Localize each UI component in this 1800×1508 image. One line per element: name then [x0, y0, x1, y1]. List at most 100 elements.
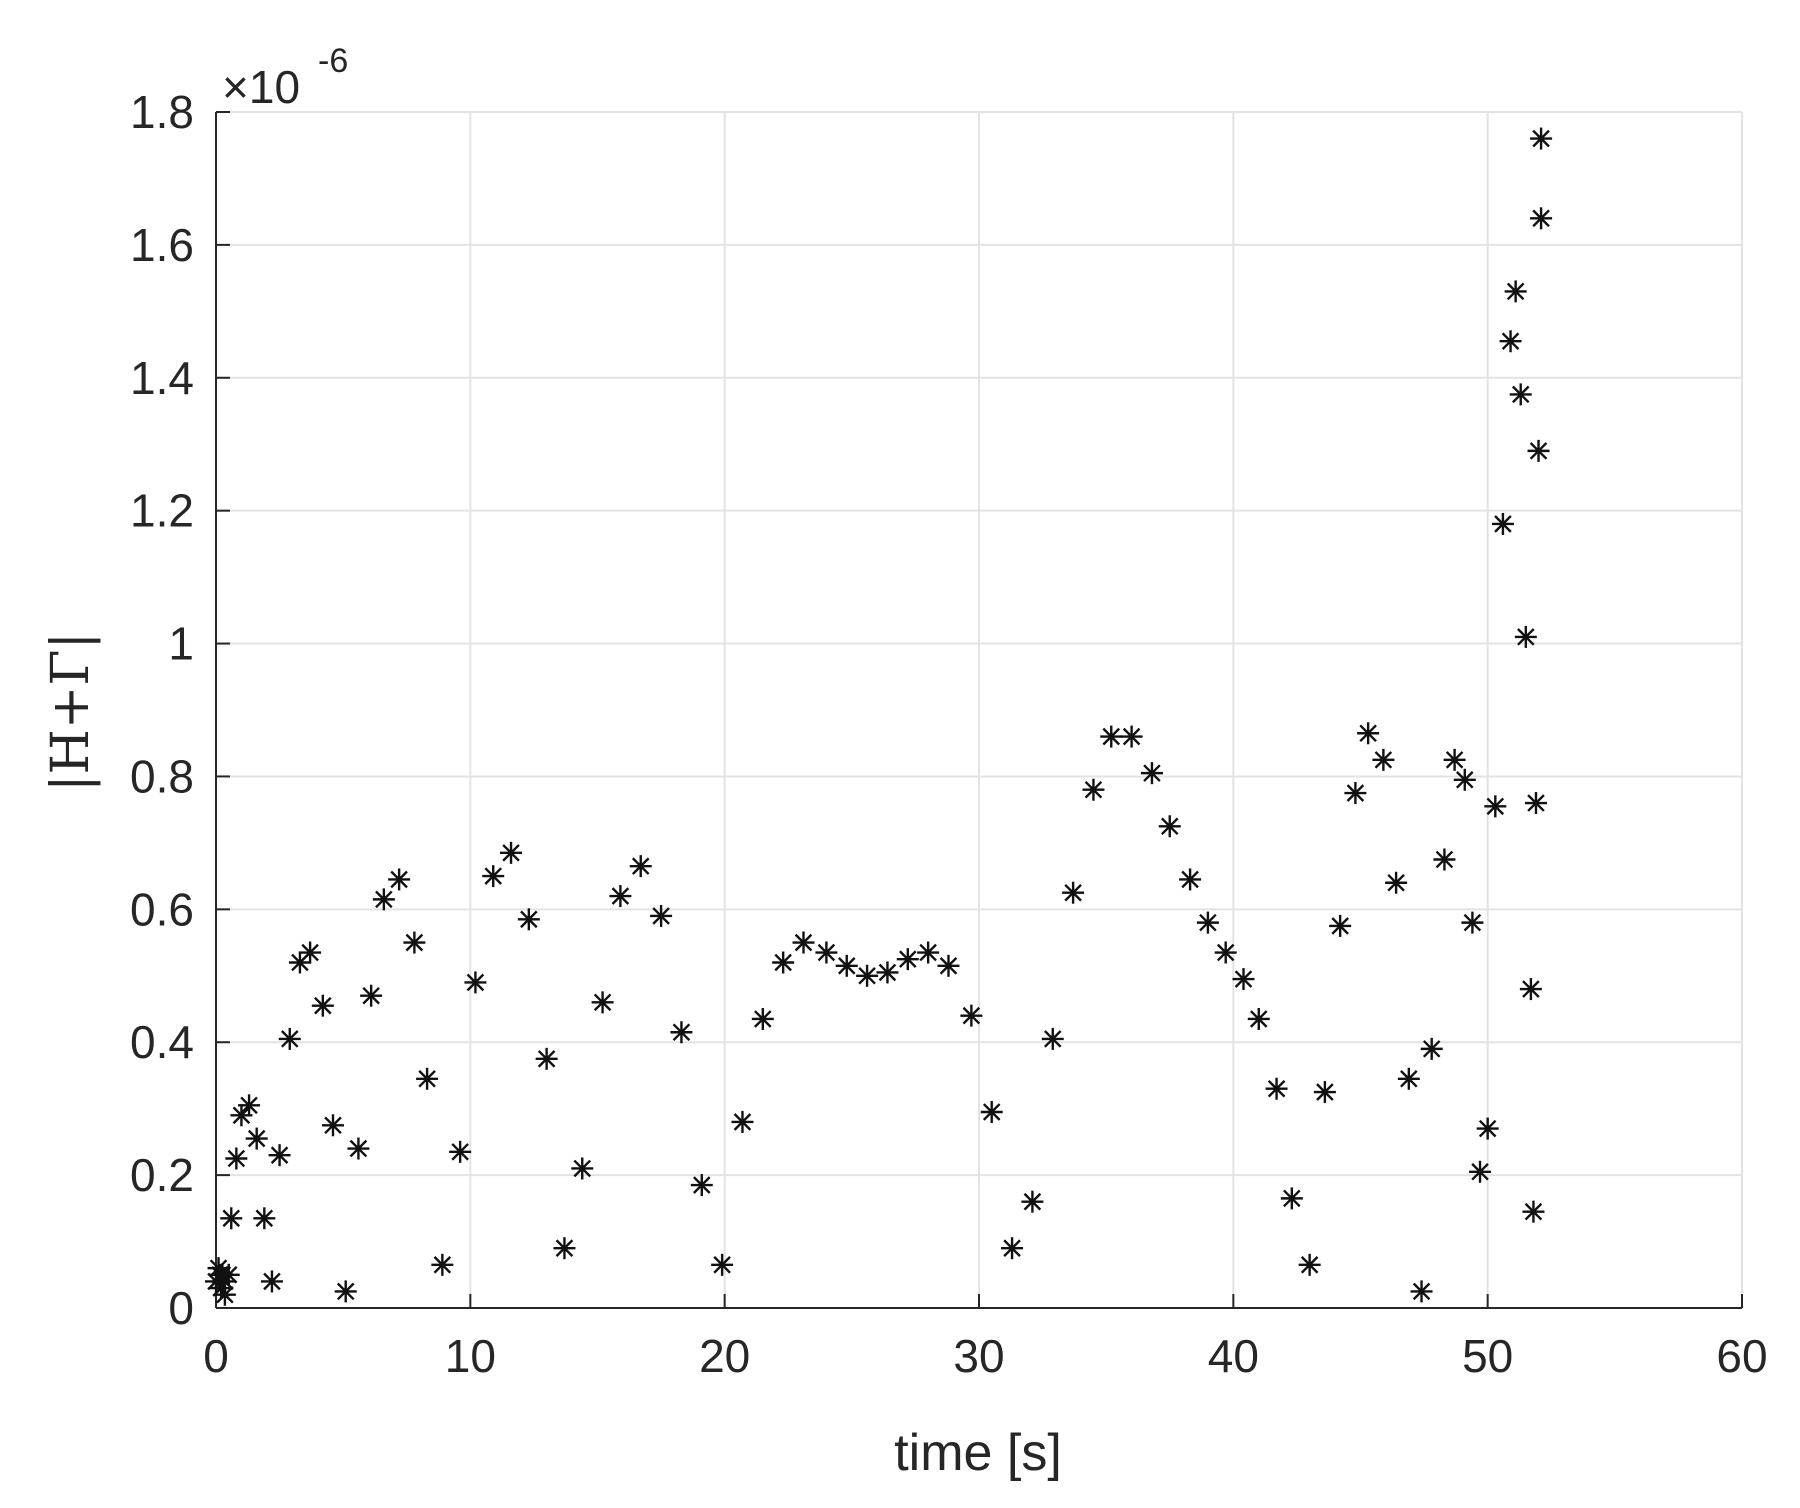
data-point: [1247, 1007, 1270, 1030]
data-point: [1232, 968, 1255, 991]
data-point: [1062, 881, 1085, 904]
data-point: [449, 1140, 472, 1163]
data-point: [650, 904, 673, 927]
x-tick-label: 50: [1462, 1330, 1513, 1382]
data-point: [1372, 748, 1395, 771]
data-point: [731, 1110, 754, 1133]
x-tick-label: 30: [953, 1330, 1004, 1382]
y-axis-exponent: ×10 -6: [222, 42, 348, 113]
data-point: [1443, 748, 1466, 771]
data-point: [299, 941, 322, 964]
data-point: [1021, 1190, 1044, 1213]
data-point: [431, 1253, 454, 1276]
data-point: [388, 868, 411, 891]
data-point: [1120, 725, 1143, 748]
y-tick-label: 1.2: [130, 485, 194, 537]
data-point: [1530, 207, 1553, 230]
data-point: [1519, 978, 1542, 1001]
y-axis-label: |H+Γ|: [41, 632, 101, 792]
data-point: [1313, 1081, 1336, 1104]
data-point: [1420, 1037, 1443, 1060]
data-point: [372, 888, 395, 911]
data-point: [629, 855, 652, 878]
y-tick-label: 1: [168, 618, 194, 670]
data-point: [416, 1067, 439, 1090]
data-point: [960, 1004, 983, 1027]
data-point: [1140, 762, 1163, 785]
data-point: [1179, 868, 1202, 891]
data-point: [1491, 512, 1514, 535]
data-point: [670, 1021, 693, 1044]
axes: [215, 111, 1743, 1309]
data-point: [1041, 1027, 1064, 1050]
data-point: [1476, 1117, 1499, 1140]
data-point: [571, 1157, 594, 1180]
data-point: [876, 961, 899, 984]
data-point: [220, 1207, 243, 1230]
data-point: [980, 1100, 1003, 1123]
data-point: [835, 954, 858, 977]
data-point: [896, 948, 919, 971]
data-point: [1265, 1077, 1288, 1100]
data-point: [1499, 330, 1522, 353]
y-axis-tick-labels: 0 0.2 0.4 0.6 0.8 1 1.2 1.4 1.6 1.8: [130, 86, 194, 1334]
data-point: [278, 1027, 301, 1050]
data-point: [238, 1094, 261, 1117]
x-tick-label: 0: [203, 1330, 229, 1382]
y-exponent-base: ×10: [222, 61, 300, 113]
data-point: [1433, 848, 1456, 871]
data-point: [1527, 439, 1550, 462]
y-tick-label: 0.6: [130, 883, 194, 935]
x-tick-label: 60: [1716, 1330, 1767, 1382]
data-point: [321, 1114, 344, 1137]
data-point: [347, 1137, 370, 1160]
data-point: [792, 931, 815, 954]
y-tick-label: 0.2: [130, 1149, 194, 1201]
data-point: [1196, 911, 1219, 934]
y-tick-label: 0.8: [130, 750, 194, 802]
data-point: [1509, 383, 1532, 406]
data-point: [1461, 911, 1484, 934]
data-point: [1504, 280, 1527, 303]
data-point: [1469, 1160, 1492, 1183]
grid-lines: [216, 111, 1743, 1308]
data-point: [711, 1253, 734, 1276]
x-tick-label: 20: [699, 1330, 750, 1382]
data-point: [1298, 1253, 1321, 1276]
data-point: [1344, 782, 1367, 805]
data-point: [1214, 941, 1237, 964]
data-point: [917, 941, 940, 964]
data-point: [334, 1280, 357, 1303]
data-point: [553, 1237, 576, 1260]
data-point: [1484, 795, 1507, 818]
x-axis-label: time [s]: [894, 1424, 1062, 1482]
data-points: [205, 127, 1553, 1306]
data-point: [500, 841, 523, 864]
data-point: [815, 941, 838, 964]
data-point: [213, 1270, 236, 1293]
data-point: [609, 885, 632, 908]
x-axis-tick-labels: 0 10 20 30 40 50 60: [203, 1330, 1767, 1382]
data-point: [1082, 778, 1105, 801]
data-point: [1453, 768, 1476, 791]
data-point: [245, 1127, 268, 1150]
y-tick-label: 0: [168, 1282, 194, 1334]
data-point: [937, 954, 960, 977]
data-point: [535, 1047, 558, 1070]
y-exponent-power: -6: [318, 42, 348, 80]
data-point: [1397, 1067, 1420, 1090]
data-point: [1524, 792, 1547, 815]
data-point: [751, 1007, 774, 1030]
data-point: [1100, 725, 1123, 748]
data-point: [1410, 1280, 1433, 1303]
data-point: [260, 1270, 283, 1293]
data-point: [1158, 815, 1181, 838]
data-point: [1530, 127, 1553, 150]
data-point: [482, 865, 505, 888]
data-point: [1329, 914, 1352, 937]
data-point: [1280, 1187, 1303, 1210]
data-point: [403, 931, 426, 954]
data-point: [311, 994, 334, 1017]
data-point: [268, 1144, 291, 1167]
